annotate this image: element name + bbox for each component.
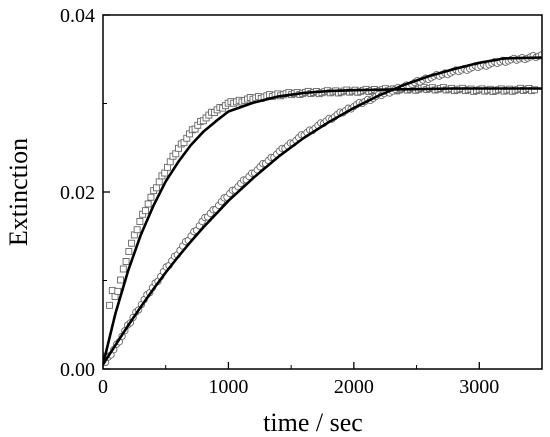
square-point (125, 248, 133, 255)
series-circle-markers (103, 51, 542, 367)
y-tick-label: 0.02 (60, 182, 95, 204)
square-point (164, 163, 171, 171)
square-point (117, 276, 125, 284)
x-tick-label: 1000 (208, 376, 248, 398)
square-point (133, 226, 141, 234)
y-axis-label: Extinction (4, 138, 33, 246)
square-point (114, 287, 122, 295)
square-point (136, 218, 144, 225)
series-layer (103, 51, 542, 367)
x-axis-label: time / sec (263, 408, 363, 437)
fit-curve-circle (103, 56, 542, 366)
square-point (119, 265, 127, 273)
square-point (161, 169, 169, 177)
square-point (166, 158, 174, 166)
x-tick-label: 2000 (334, 376, 374, 398)
square-point (144, 200, 152, 208)
y-tick-label: 0.04 (60, 5, 95, 27)
y-tick-label: 0.00 (60, 359, 95, 381)
square-point (141, 207, 149, 215)
square-point (106, 301, 113, 309)
x-tick-label: 0 (98, 376, 108, 398)
square-point (128, 239, 136, 247)
square-point (152, 184, 160, 192)
square-point (147, 193, 155, 201)
square-point (122, 258, 130, 265)
square-point (155, 178, 163, 186)
x-tick-label: 3000 (459, 376, 499, 398)
ticks-layer: 0 1000 2000 3000 0.00 0.02 0.04 (60, 5, 499, 398)
fit-curve-square (103, 87, 542, 365)
